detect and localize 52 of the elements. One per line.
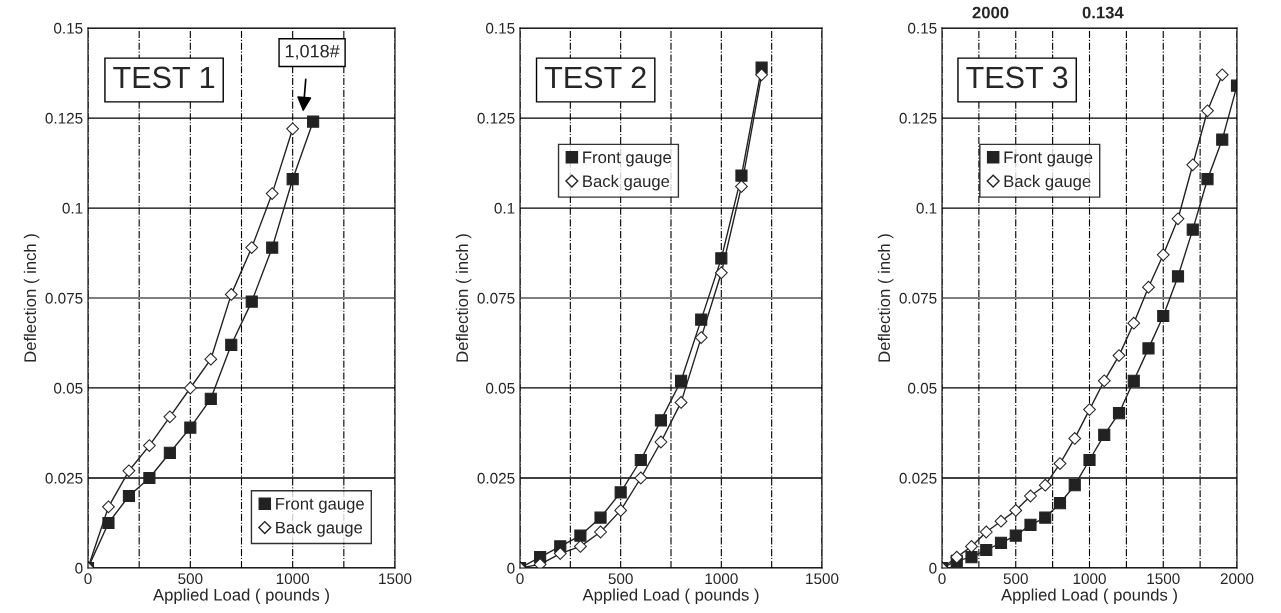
text: TEST 1: [113, 66, 215, 89]
x-tick-label: 500: [1003, 573, 1028, 585]
legend-label: Back gauge: [1004, 174, 1091, 191]
y-tick-label: 0.125: [899, 112, 937, 124]
y-tick-label: 0.1: [916, 202, 937, 214]
legend-label: Back gauge: [276, 521, 363, 537]
y-tick-label: 0.1: [62, 202, 83, 214]
text: TEST 2: [544, 66, 646, 89]
legend-label: Front gauge: [276, 498, 364, 513]
y-axis-title: Deflection ( inch ): [23, 234, 40, 362]
y-axis-title: Deflection ( inch ): [455, 234, 472, 362]
x-tick-label: 1500: [379, 573, 412, 585]
x-tick-label: 500: [608, 573, 633, 585]
y-tick-label: 0.025: [477, 472, 515, 484]
y-tick-label: 0.075: [477, 292, 515, 304]
y-tick-label: 0: [507, 562, 515, 574]
x-axis-title: Applied Load ( pounds ): [1001, 588, 1177, 605]
text: 0.134: [1082, 6, 1124, 19]
y-tick-label: 0.075: [45, 292, 83, 304]
y-tick-label: 0.15: [908, 22, 937, 34]
y-tick-label: 0: [75, 562, 83, 574]
x-tick-label: 1000: [705, 573, 738, 585]
y-tick-label: 0.1: [494, 202, 515, 214]
y-axis-title: Deflection ( inch ): [877, 234, 894, 362]
y-tick-label: 0.05: [908, 382, 937, 394]
y-tick-label: 0: [929, 562, 937, 574]
y-tick-label: 0.075: [899, 292, 937, 304]
y-tick-label: 0.025: [899, 472, 937, 484]
legend-label: Front gauge: [583, 151, 671, 167]
legend-label: Back gauge: [583, 174, 670, 191]
y-tick-label: 0.15: [54, 22, 83, 34]
y-tick-label: 0.025: [45, 472, 83, 484]
x-axis-title: Applied Load ( pounds ): [153, 588, 329, 605]
legend-label: Front gauge: [1004, 151, 1093, 167]
x-tick-label: 1000: [276, 573, 310, 585]
y-tick-label: 0.15: [486, 22, 515, 34]
x-tick-label: 0: [516, 573, 524, 585]
text: TEST 3: [966, 66, 1068, 89]
x-axis-title: Applied Load ( pounds ): [582, 588, 759, 605]
y-tick-label: 0.05: [54, 382, 83, 394]
y-tick-label: 0.125: [45, 112, 83, 124]
x-tick-label: 1500: [806, 573, 839, 585]
y-tick-label: 0.05: [486, 382, 515, 394]
x-tick-label: 1500: [1147, 573, 1180, 585]
text: 2000: [972, 6, 1009, 19]
x-tick-label: 0: [938, 573, 946, 585]
annotation: 1,018#: [285, 44, 340, 60]
x-tick-label: 500: [178, 573, 203, 585]
y-tick-label: 0.125: [477, 112, 515, 124]
x-tick-label: 2000: [1220, 573, 1254, 585]
x-tick-label: 1000: [1073, 573, 1106, 585]
x-tick-label: 0: [84, 573, 92, 585]
